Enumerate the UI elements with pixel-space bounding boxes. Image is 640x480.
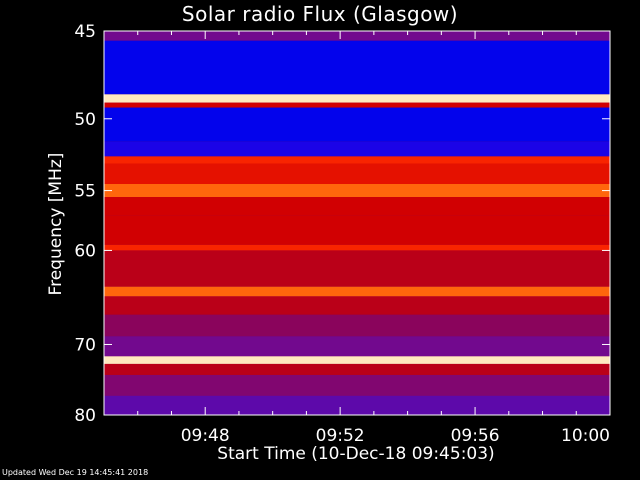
chart-title: Solar radio Flux (Glasgow) — [181, 2, 459, 26]
heatmap-band — [104, 374, 610, 396]
heatmap-band — [104, 336, 610, 357]
heatmap-band — [104, 156, 610, 164]
heatmap-band — [104, 94, 610, 103]
y-tick-label: 50 — [74, 110, 96, 130]
y-tick-label: 70 — [74, 335, 96, 355]
heatmap-band — [104, 296, 610, 315]
heatmap-band — [104, 197, 610, 216]
heatmap-band — [104, 363, 610, 375]
x-tick-label: 09:56 — [451, 426, 500, 446]
heatmap-band — [104, 286, 610, 297]
heatmap-band — [104, 163, 610, 184]
heatmap-band — [104, 314, 610, 337]
heatmap-band — [104, 141, 610, 157]
x-tick-label: 09:52 — [316, 426, 365, 446]
y-tick-label: 60 — [74, 241, 96, 261]
x-tick-label: 09:48 — [181, 426, 230, 446]
updated-timestamp: Updated Wed Dec 19 14:45:41 2018 — [2, 468, 149, 477]
y-tick-label: 45 — [74, 22, 96, 42]
x-axis-label: Start Time (10-Dec-18 09:45:03) — [217, 444, 495, 464]
heatmap-band — [104, 356, 610, 364]
heatmap-band — [104, 31, 610, 41]
x-tick-label: 10:00 — [561, 426, 610, 446]
heatmap-band — [104, 395, 610, 415]
y-tick-label: 55 — [74, 182, 96, 202]
heatmap-bands — [104, 31, 610, 415]
y-axis-label: Frequency [MHz] — [46, 152, 66, 296]
heatmap-band — [104, 107, 610, 142]
heatmap-band — [104, 215, 610, 245]
y-tick-label: 80 — [74, 406, 96, 426]
heatmap-band — [104, 40, 610, 95]
y-axis: 45 50 55 60 70 80 — [74, 22, 610, 426]
heatmap-band — [104, 250, 610, 287]
heatmap-band — [104, 244, 610, 251]
x-axis: 09:48 09:52 09:56 10:00 — [137, 31, 611, 446]
plot-frame — [103, 30, 611, 416]
heatmap-band — [104, 184, 610, 198]
heatmap-band — [104, 102, 610, 108]
